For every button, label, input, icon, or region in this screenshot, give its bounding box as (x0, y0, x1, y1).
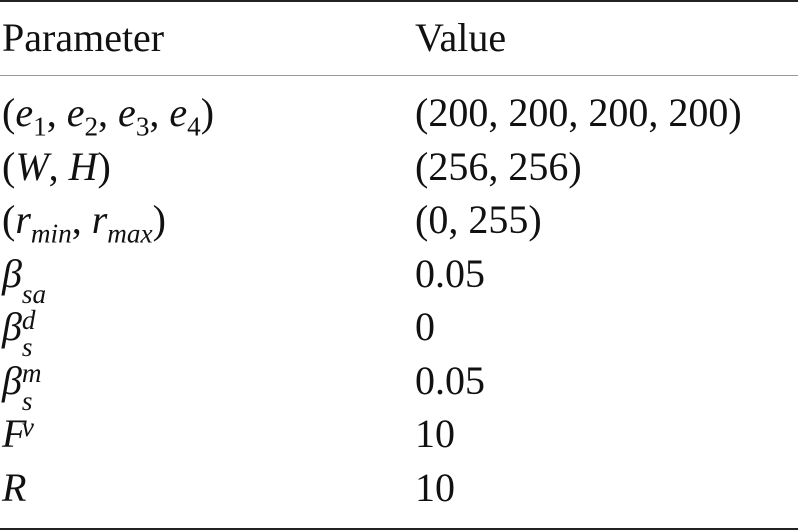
value-cell: 0.05 (415, 357, 485, 403)
subscript: 2 (84, 111, 99, 142)
math-symbol: β (2, 304, 22, 349)
math-symbol: e (118, 90, 136, 135)
value-cell: 0 (415, 304, 435, 349)
parameter-cell: (W, H) (2, 142, 111, 192)
subscript: m (21, 358, 42, 389)
math-symbol: e (15, 90, 34, 135)
parameter-cell: R (2, 463, 26, 513)
subscript: 4 (187, 111, 201, 142)
bottom-rule (0, 528, 798, 530)
math-symbol: e (169, 90, 188, 135)
header-cell: Parameter (2, 15, 165, 60)
math-symbol: F (2, 411, 27, 456)
header-cell: Value (415, 15, 507, 60)
math-symbol: e (66, 90, 85, 135)
math-symbol: ( (2, 197, 16, 242)
value-cell: 0.05 (415, 250, 485, 296)
superscript: s (21, 332, 33, 363)
superscript: s (21, 385, 33, 416)
top-rule (0, 0, 798, 2)
value-cell: 10 (415, 411, 455, 456)
value-cell: 10 (415, 464, 455, 510)
subscript: d (21, 304, 36, 335)
value-cell: (256, 256) (415, 143, 582, 189)
math-symbol: β (2, 250, 22, 296)
math-symbol: , (46, 90, 67, 135)
parameter-cell: (rmin, rmax) (2, 195, 166, 247)
math-symbol: ( (2, 90, 16, 135)
subscript: v (21, 411, 34, 442)
math-symbol: R (2, 464, 27, 510)
math-symbol: H (68, 143, 98, 189)
parameter-cell: β sa d (2, 249, 46, 334)
script-stack: sa d (21, 278, 47, 335)
superscript: sa (21, 278, 47, 309)
math-symbol: , (98, 90, 119, 135)
math-symbol: ) (200, 90, 215, 135)
subscript: 3 (135, 111, 150, 142)
math-symbol: , (149, 90, 170, 135)
subscript: 1 (33, 111, 47, 142)
math-symbol: β (2, 357, 22, 403)
math-symbol: ) (152, 197, 166, 242)
subscript: min (30, 218, 72, 249)
math-symbol: r (15, 197, 31, 242)
value-cell: (0, 255) (415, 197, 542, 242)
parameter-cell: (e1, e2, e3, e4) (2, 88, 215, 140)
math-symbol: r (91, 197, 108, 242)
math-symbol: ) (97, 143, 111, 189)
math-symbol: W (15, 143, 49, 189)
value-cell: (200, 200, 200, 200) (415, 90, 742, 135)
math-symbol: ( (2, 143, 16, 189)
math-symbol: , (48, 143, 69, 189)
subscript: max (107, 218, 153, 249)
parameter-cell: F (2, 409, 26, 459)
math-symbol: , (71, 197, 92, 242)
header-rule (0, 75, 798, 76)
